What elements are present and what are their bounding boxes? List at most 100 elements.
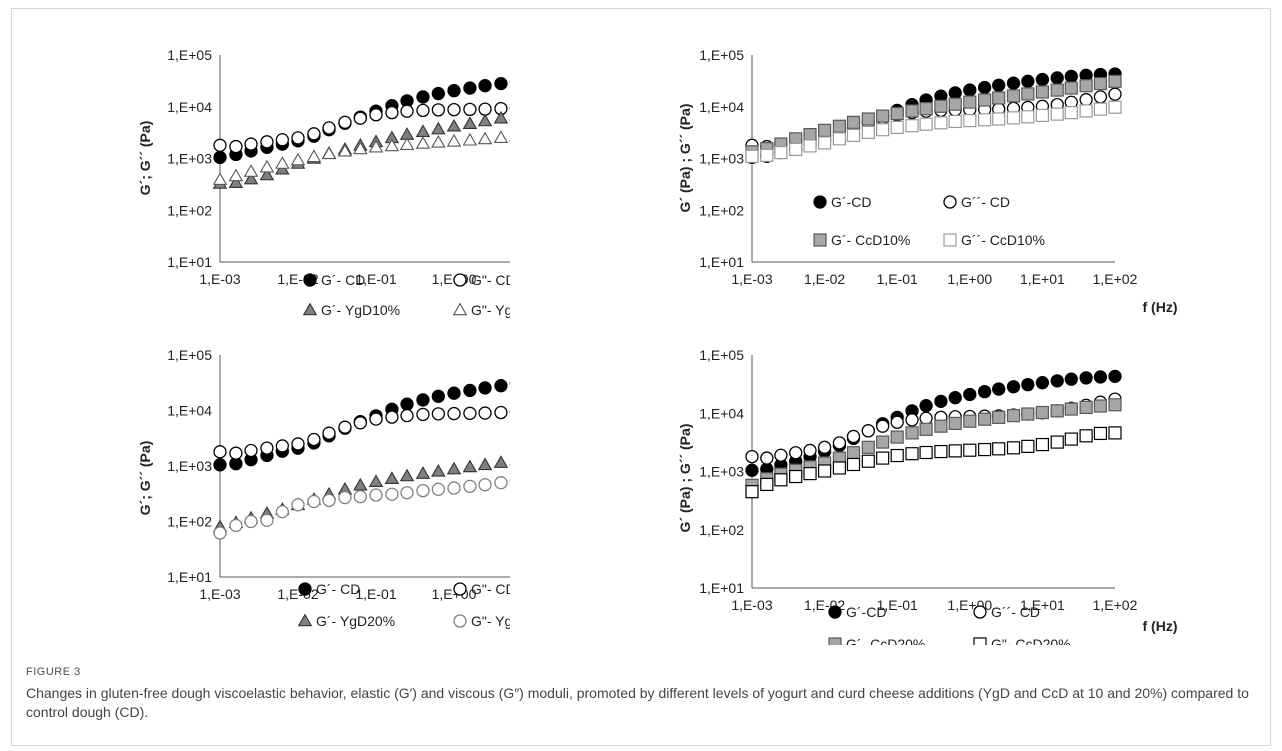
y-tick-label: 1,E+05 xyxy=(699,47,744,63)
data-point xyxy=(948,86,962,100)
data-point xyxy=(948,391,962,405)
data-point xyxy=(1079,429,1093,443)
data-point xyxy=(745,485,759,499)
data-point xyxy=(832,132,847,146)
data-point xyxy=(400,408,414,423)
x-axis-title: f (Hz) xyxy=(1143,618,1178,634)
legend-label: G´-CD xyxy=(831,194,871,210)
data-point xyxy=(337,143,353,157)
series-2 xyxy=(213,101,510,154)
data-point xyxy=(875,419,890,433)
data-point xyxy=(846,115,861,129)
data-point xyxy=(431,463,446,477)
data-point xyxy=(229,446,243,460)
data-point xyxy=(1108,398,1122,412)
data-point xyxy=(1006,111,1021,125)
data-point xyxy=(416,103,430,118)
data-point xyxy=(416,90,430,104)
x-tick-label: 1,E+02 xyxy=(1093,597,1138,613)
data-point xyxy=(1021,439,1035,453)
y-tick-label: 1,E+03 xyxy=(699,151,744,167)
y-axis-title: G´ (Pa) ; G´´ (Pa) xyxy=(677,104,693,213)
data-point xyxy=(978,93,992,107)
data-point xyxy=(905,447,919,461)
x-axis-title: f (Hz) xyxy=(1143,299,1178,315)
data-point xyxy=(291,131,305,145)
data-point xyxy=(493,455,509,468)
data-point xyxy=(1050,404,1064,418)
data-point xyxy=(1079,93,1093,107)
data-point xyxy=(934,116,948,130)
legend-label: G"- CD xyxy=(471,272,510,288)
data-point xyxy=(353,111,367,125)
data-point xyxy=(291,498,305,512)
data-point xyxy=(275,439,289,453)
data-point xyxy=(963,443,977,457)
data-point xyxy=(494,379,508,393)
data-point xyxy=(817,440,832,454)
x-tick-label: 1,E-01 xyxy=(355,586,396,602)
data-point xyxy=(846,457,861,472)
data-point xyxy=(353,490,367,504)
data-point xyxy=(260,135,274,149)
y-tick-label: 1,E+05 xyxy=(167,47,212,63)
data-point xyxy=(818,123,832,137)
x-tick-label: 1,E-01 xyxy=(355,271,396,287)
data-point xyxy=(992,410,1006,424)
data-point xyxy=(963,387,977,402)
data-point xyxy=(291,437,305,451)
data-point xyxy=(306,149,322,163)
data-point xyxy=(1050,374,1064,388)
legend-label: G´- YgD20% xyxy=(316,613,395,629)
y-tick-label: 1,E+01 xyxy=(699,580,744,596)
data-point xyxy=(1064,106,1078,120)
legend-marker xyxy=(452,302,468,316)
data-point xyxy=(446,133,462,147)
data-point xyxy=(463,479,477,493)
data-point xyxy=(803,443,817,458)
data-point xyxy=(307,494,321,509)
data-point xyxy=(322,426,336,440)
data-point xyxy=(905,413,919,427)
legend-label: G"- CD xyxy=(471,581,510,597)
data-point xyxy=(385,105,399,120)
data-point xyxy=(934,99,948,113)
data-point xyxy=(384,471,400,484)
data-point xyxy=(369,108,383,122)
data-point xyxy=(1050,83,1064,97)
y-tick-label: 1,E+01 xyxy=(699,254,744,270)
data-point xyxy=(818,136,832,150)
data-point xyxy=(789,142,803,156)
data-point xyxy=(846,128,861,142)
data-point xyxy=(259,159,275,173)
data-point xyxy=(745,449,759,464)
data-point xyxy=(977,384,992,399)
data-point xyxy=(760,477,774,492)
chart-panel-4: 1,E+01 1,E+02 1,E+03 1,E+04 1,E+05 1,E-03 1,E-… xyxy=(677,347,1178,645)
data-point xyxy=(385,487,399,501)
series-3 xyxy=(212,110,510,189)
x-tick-label: 1,E+00 xyxy=(947,271,992,287)
data-point xyxy=(493,110,509,124)
x-tick-label: 1,E+01 xyxy=(1020,271,1065,287)
data-point xyxy=(494,76,508,91)
legend-marker xyxy=(297,613,313,627)
data-point xyxy=(212,172,228,185)
data-point xyxy=(846,429,861,444)
legend-label: G´´- CD xyxy=(961,194,1010,210)
y-tick-label: 1,E+02 xyxy=(699,522,744,538)
data-point xyxy=(416,407,430,422)
data-point xyxy=(243,171,259,185)
data-point xyxy=(745,463,759,477)
data-point xyxy=(415,136,431,149)
data-point xyxy=(321,146,337,160)
y-axis-title: G´; G´´ (Pa) xyxy=(137,121,153,196)
data-point xyxy=(275,156,290,169)
data-point xyxy=(1108,74,1122,88)
data-point xyxy=(322,121,336,135)
y-tick-label: 1,E+02 xyxy=(167,514,212,530)
data-point xyxy=(963,95,977,109)
data-point xyxy=(832,119,847,133)
data-point xyxy=(934,394,948,409)
data-point xyxy=(1006,409,1021,423)
